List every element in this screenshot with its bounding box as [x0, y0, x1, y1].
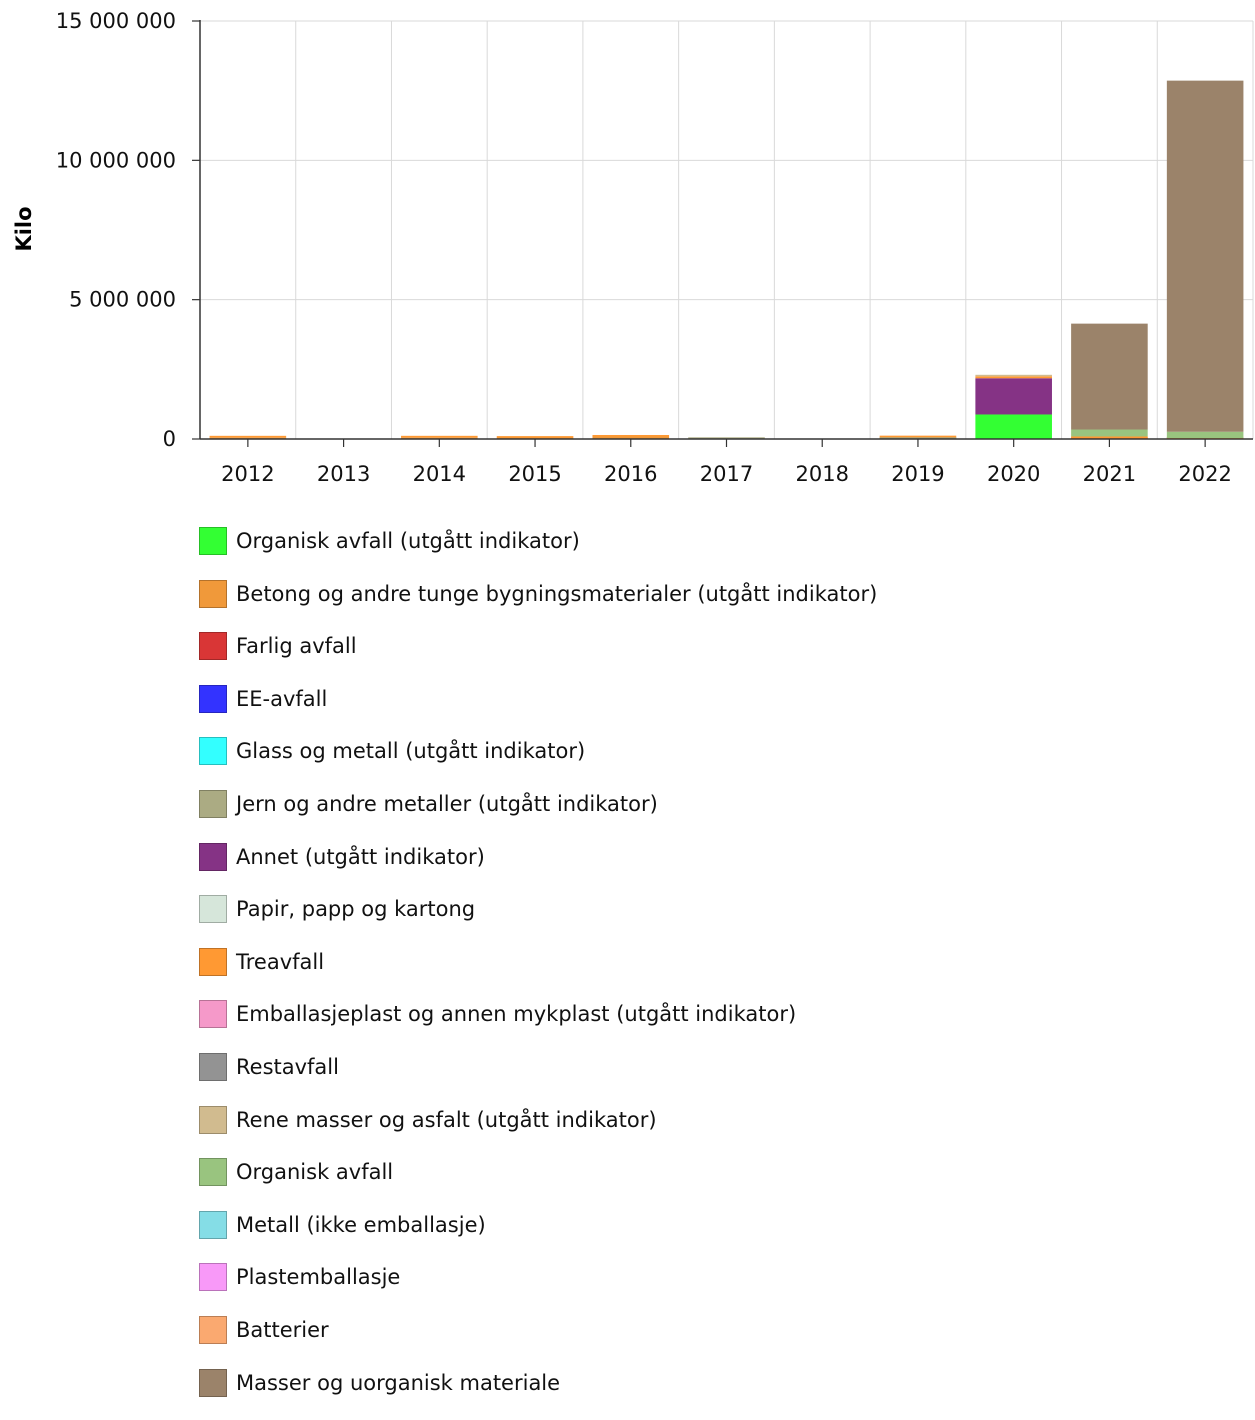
bar-segment — [1071, 323, 1148, 430]
legend-label: Treavfall — [236, 949, 325, 974]
bar-segment — [1166, 80, 1244, 432]
bar-stack-2020 — [975, 374, 1052, 439]
legend-item[interactable]: Farlig avfall — [199, 631, 877, 661]
legend-item[interactable]: Annet (utgått indikator) — [199, 842, 877, 872]
legend-item[interactable]: Betong og andre tunge bygningsmaterialer… — [199, 579, 877, 609]
bar-stack-2021 — [1071, 323, 1148, 439]
legend-label: Glass og metall (utgått indikator) — [236, 739, 586, 764]
bar-segment — [975, 414, 1052, 439]
legend-swatch — [199, 684, 227, 713]
legend-label: Batterier — [236, 1317, 329, 1342]
legend-swatch — [199, 1210, 227, 1239]
x-tick-label: 2016 — [604, 462, 657, 486]
legend-swatch — [199, 1315, 227, 1344]
legend-swatch — [199, 1105, 227, 1134]
legend-swatch — [199, 527, 227, 555]
legend-item[interactable]: Glass og metall (utgått indikator) — [199, 736, 877, 766]
bar-segment — [879, 436, 957, 439]
legend-label: Betong og andre tunge bygningsmaterialer… — [236, 581, 878, 606]
chart-legend: Organisk avfall (utgått indikator) Betong… — [199, 526, 877, 1420]
bar-stack-2014 — [401, 435, 478, 439]
bar-stack-2012 — [209, 435, 287, 439]
legend-label: Organisk avfall (utgått indikator) — [236, 529, 580, 553]
bar-segment — [592, 436, 670, 439]
x-tick-label: 2014 — [413, 462, 466, 486]
bar-segment — [496, 436, 574, 438]
y-tick-label: 10 000 000 — [56, 148, 176, 172]
legend-label: Annet (utgått indikator) — [236, 844, 485, 869]
legend-item[interactable]: Jern og andre metaller (utgått indikator… — [199, 789, 877, 819]
bar-segment — [975, 376, 1052, 379]
bar-stacks — [209, 80, 1244, 439]
x-tick-label: 2022 — [1178, 462, 1231, 486]
legend-label: Farlig avfall — [236, 634, 357, 659]
legend-swatch — [199, 1158, 227, 1187]
bar-segment — [1166, 431, 1244, 439]
x-tick-label: 2020 — [987, 462, 1040, 486]
legend-label: Organisk avfall — [236, 1160, 394, 1185]
legend-item[interactable]: Organisk avfall — [199, 1157, 877, 1187]
legend-item[interactable]: Rene masser og asfalt (utgått indikator) — [199, 1105, 877, 1135]
legend-swatch — [199, 1368, 227, 1397]
legend-item[interactable]: Plastemballasje — [199, 1262, 877, 1292]
legend-label: Emballasjeplast og annen mykplast (utgåt… — [236, 1002, 797, 1027]
y-tick-label: 5 000 000 — [69, 288, 176, 312]
x-tick-label: 2018 — [796, 462, 849, 486]
legend-label: Plastemballasje — [236, 1265, 401, 1290]
legend-label: Masser og uorganisk materiale — [236, 1370, 561, 1395]
y-tick-label: 0 — [163, 427, 176, 451]
bar-segment — [209, 437, 287, 439]
x-axis-ticks: 2012 2013 2014 2015 2016 2017 2018 2019 2020 2021… — [221, 439, 1232, 486]
bar-stack-2022 — [1166, 80, 1244, 439]
x-tick-label: 2015 — [508, 462, 561, 486]
bar-stack-2017 — [688, 437, 765, 439]
bar-stack-2016 — [592, 434, 670, 439]
legend-swatch — [199, 1263, 227, 1292]
legend-swatch — [199, 737, 227, 766]
legend-item[interactable]: Metall (ikke emballasje) — [199, 1210, 877, 1240]
x-tick-label: 2012 — [221, 462, 274, 486]
bar-segment — [209, 435, 287, 438]
legend-item[interactable]: Emballasjeplast og annen mykplast (utgåt… — [199, 999, 877, 1029]
legend-item[interactable]: Papir, papp og kartong — [199, 894, 877, 924]
legend-swatch — [199, 1000, 227, 1029]
bar-segment — [1071, 436, 1148, 439]
legend-item[interactable]: Batterier — [199, 1315, 877, 1345]
bar-segment — [592, 434, 670, 437]
legend-label: Papir, papp og kartong — [236, 897, 476, 922]
legend-swatch — [199, 842, 227, 871]
legend-swatch — [199, 632, 227, 661]
legend-swatch — [199, 579, 227, 608]
legend-item[interactable]: Treavfall — [199, 947, 877, 977]
legend-label: Jern og andre metaller (utgått indikator… — [236, 791, 658, 816]
x-tick-label: 2021 — [1083, 462, 1136, 486]
legend-item[interactable]: EE-avfall — [199, 684, 877, 714]
bar-segment — [975, 378, 1052, 415]
bar-segment — [401, 437, 478, 439]
legend-swatch — [199, 1052, 227, 1081]
legend-item[interactable]: Masser og uorganisk materiale — [199, 1368, 877, 1398]
legend-swatch — [199, 789, 227, 818]
legend-item[interactable]: Organisk avfall (utgått indikator) — [199, 526, 877, 556]
y-axis-title: Kilo — [12, 206, 36, 251]
y-axis-ticks: 0 5 000 000 10 000 000 15 000 000 — [56, 9, 200, 451]
y-tick-label: 15 000 000 — [56, 9, 176, 33]
legend-label: EE-avfall — [236, 686, 328, 711]
bar-segment — [975, 374, 1052, 377]
x-tick-label: 2017 — [700, 462, 753, 486]
legend-label: Metall (ikke emballasje) — [236, 1212, 486, 1237]
legend-swatch — [199, 895, 227, 924]
x-tick-label: 2013 — [317, 462, 370, 486]
legend-label: Rene masser og asfalt (utgått indikator) — [236, 1107, 657, 1132]
bar-segment — [401, 435, 478, 438]
gridlines — [200, 20, 1254, 439]
legend-item[interactable]: Restavfall — [199, 1052, 877, 1082]
bar-segment — [1071, 429, 1148, 437]
bar-segment — [688, 437, 765, 439]
legend-label: Restavfall — [236, 1054, 339, 1079]
legend-swatch — [199, 947, 227, 976]
bar-segment — [879, 435, 957, 438]
x-tick-label: 2019 — [891, 462, 944, 486]
